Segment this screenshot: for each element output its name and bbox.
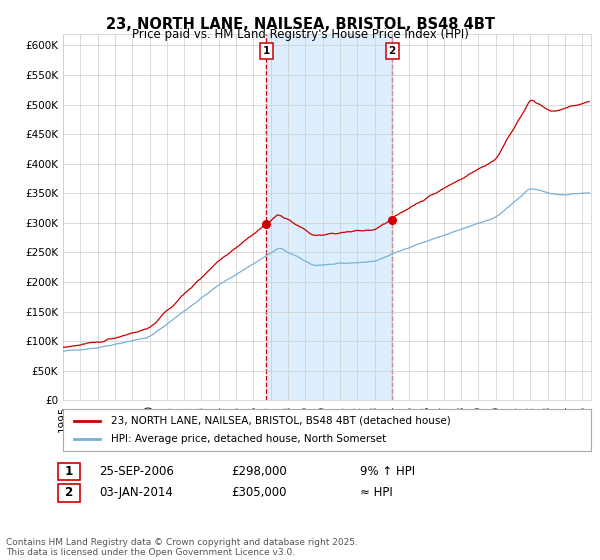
- Text: Price paid vs. HM Land Registry's House Price Index (HPI): Price paid vs. HM Land Registry's House …: [131, 28, 469, 41]
- Text: 2: 2: [388, 46, 396, 57]
- Text: 03-JAN-2014: 03-JAN-2014: [99, 486, 173, 500]
- Text: 23, NORTH LANE, NAILSEA, BRISTOL, BS48 4BT: 23, NORTH LANE, NAILSEA, BRISTOL, BS48 4…: [106, 17, 494, 32]
- Text: 23, NORTH LANE, NAILSEA, BRISTOL, BS48 4BT (detached house): 23, NORTH LANE, NAILSEA, BRISTOL, BS48 4…: [110, 416, 450, 426]
- Text: 1: 1: [262, 46, 269, 57]
- Text: 9% ↑ HPI: 9% ↑ HPI: [360, 465, 415, 478]
- Text: ≈ HPI: ≈ HPI: [360, 486, 393, 500]
- Bar: [266, 34, 392, 400]
- Text: £298,000: £298,000: [231, 465, 287, 478]
- Text: Contains HM Land Registry data © Crown copyright and database right 2025.
This d: Contains HM Land Registry data © Crown c…: [6, 538, 358, 557]
- Text: 2: 2: [61, 486, 77, 500]
- Text: HPI: Average price, detached house, North Somerset: HPI: Average price, detached house, Nort…: [110, 434, 386, 444]
- Text: £305,000: £305,000: [231, 486, 287, 500]
- Text: 25-SEP-2006: 25-SEP-2006: [99, 465, 174, 478]
- Text: 1: 1: [61, 465, 77, 478]
